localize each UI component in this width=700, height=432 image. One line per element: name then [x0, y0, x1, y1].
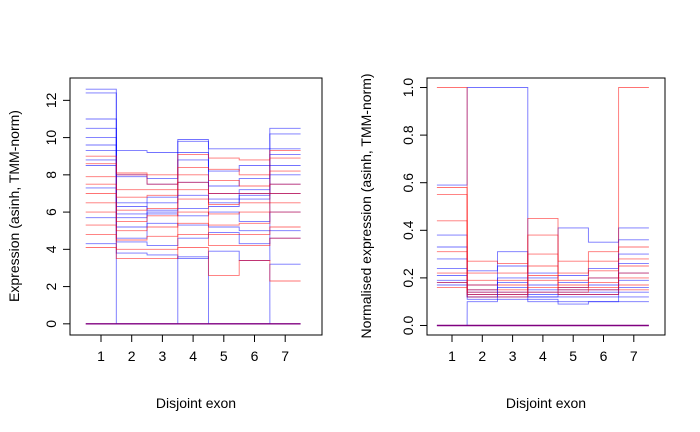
- right-x-tick-label: 7: [630, 348, 638, 364]
- right-series-line: [436, 220, 649, 286]
- left-series-line: [85, 243, 301, 325]
- right-series-line: [436, 234, 649, 279]
- right-y-axis-label: Normalised expression (asinh, TMM-norm): [358, 73, 374, 338]
- left-x-tick-label: 6: [251, 348, 259, 364]
- right-series-line: [436, 251, 649, 291]
- left-series-line: [85, 150, 301, 219]
- left-series-line: [85, 165, 301, 239]
- right-y-tick-label: 0.8: [400, 125, 416, 145]
- right-x-tick-label: 2: [478, 348, 486, 364]
- left-y-tick-label: 2: [43, 282, 59, 290]
- right-series-line: [436, 282, 649, 295]
- right-series-line: [436, 194, 649, 281]
- right-series-line: [436, 87, 649, 265]
- right-x-tick-label: 3: [509, 348, 517, 364]
- left-series-line: [85, 198, 301, 222]
- right-x-axis-label: Disjoint exon: [506, 395, 586, 411]
- left-y-axis-label: Expression (asinh, TMM-norm): [6, 110, 22, 302]
- left-series-line: [85, 247, 301, 282]
- left-y-tick-label: 12: [43, 92, 59, 108]
- left-y-axis: 0 2 4 6 8 10 12: [43, 92, 71, 328]
- left-series-line: [85, 118, 301, 194]
- right-x-axis: 1 2 3 4 5 6 7: [448, 334, 638, 364]
- left-x-tick-label: 1: [97, 348, 105, 364]
- left-x-tick-label: 4: [189, 348, 197, 364]
- left-series-line: [85, 144, 301, 215]
- left-x-axis-label: Disjoint exon: [156, 395, 236, 411]
- right-x-tick-label: 1: [448, 348, 456, 364]
- right-x-tick-label: 4: [539, 348, 547, 364]
- left-series-line: [85, 189, 301, 211]
- left-x-axis: 1 2 3 4 5 6 7: [97, 334, 289, 364]
- left-series-line: [85, 157, 301, 185]
- right-y-tick-label: 1.0: [400, 78, 416, 98]
- right-series-line: [436, 286, 649, 298]
- right-y-axis: 0.0 0.2 0.4 0.6 0.8 1.0: [400, 78, 428, 336]
- left-y-tick-label: 4: [43, 245, 59, 253]
- right-x-tick-label: 6: [600, 348, 608, 364]
- left-x-tick-label: 5: [220, 348, 228, 364]
- left-x-tick-label: 2: [128, 348, 136, 364]
- left-series-line: [85, 92, 301, 180]
- right-series-line: [436, 272, 649, 293]
- right-series-layer: [436, 87, 649, 327]
- right-x-tick-label: 5: [569, 348, 577, 364]
- left-series-line: [85, 217, 301, 261]
- left-x-tick-label: 7: [281, 348, 289, 364]
- left-y-tick-label: 6: [43, 208, 59, 216]
- left-series-line: [85, 88, 301, 153]
- left-plot-frame: [69, 77, 323, 336]
- right-series-line: [436, 298, 649, 326]
- left-series-line: [85, 150, 301, 176]
- left-series-line: [85, 170, 301, 191]
- left-series-line: [85, 187, 301, 247]
- right-y-tick-label: 0.0: [400, 316, 416, 336]
- left-y-tick-label: 8: [43, 171, 59, 179]
- left-series-line: [85, 159, 301, 228]
- right-y-tick-label: 0.2: [400, 268, 416, 288]
- right-chart: 0.0 0.2 0.4 0.6 0.8 1.0 1 2 3 4 5 6 7 Disjoint exon…: [358, 73, 666, 411]
- right-series-line: [436, 187, 649, 274]
- left-x-tick-label: 3: [159, 348, 167, 364]
- left-y-tick-label: 10: [43, 130, 59, 146]
- left-y-tick-label: 0: [43, 320, 59, 328]
- right-series-line: [436, 87, 649, 274]
- left-series-line: [85, 127, 301, 204]
- left-series-layer: [85, 88, 301, 325]
- left-series-line: [85, 222, 301, 241]
- left-series-line: [85, 211, 301, 232]
- right-y-tick-label: 0.4: [400, 220, 416, 240]
- right-y-tick-label: 0.6: [400, 173, 416, 193]
